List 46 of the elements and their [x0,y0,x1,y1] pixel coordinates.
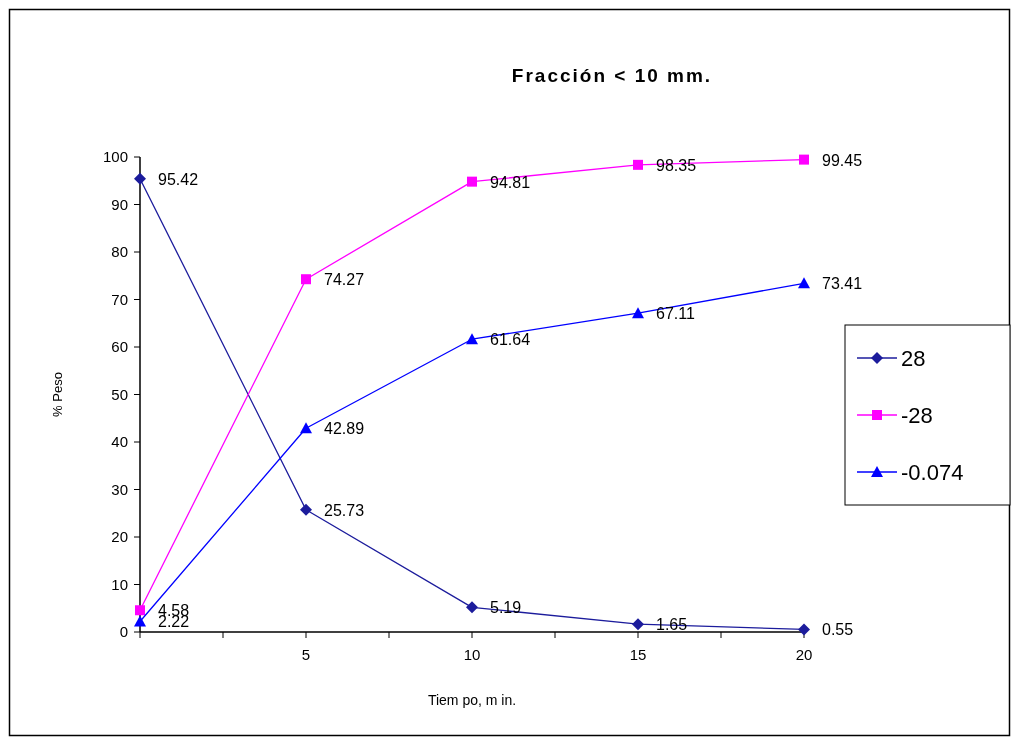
y-tick-label: 30 [111,480,128,498]
y-tick-label: 80 [111,243,128,260]
point [134,615,146,627]
y-tick-label: 40 [111,433,128,450]
point [134,172,146,185]
data-label: 0.55 [822,621,854,639]
point [300,503,312,516]
y-tick-label: 10 [111,575,128,593]
data-label: 61.64 [490,331,531,349]
legend-label: 28 [901,346,926,371]
point [467,176,477,187]
data-label: 25.73 [324,501,365,519]
point [632,307,644,319]
y-tick-label: 0 [119,623,128,640]
y-tick-label: 70 [111,290,128,308]
point [135,605,145,616]
x-axis-title: Tiem po, m in. [427,692,517,708]
x-tick-label: 5 [301,646,311,663]
point [301,274,311,285]
chart-title: Fracción < 10 mm. [511,65,713,86]
x-tick-label: 10 [463,646,481,663]
y-tick-label: 20 [111,528,128,545]
x-tick-label: 15 [629,646,647,663]
y-tick-label: 90 [111,195,128,213]
data-label: 74.27 [324,271,365,289]
data-label: 95.42 [158,170,199,188]
data-label: 67.11 [656,305,695,323]
y-tick-label: 100 [102,148,128,165]
data-label: 99.45 [822,151,863,169]
y-tick-label: 50 [111,385,128,403]
data-label: 42.89 [324,420,365,438]
legend-label: -0.074 [901,460,964,485]
point [798,623,810,636]
point [799,154,809,165]
point [300,422,312,434]
point [798,277,810,289]
point [632,618,644,631]
y-axis-title: % Peso [50,372,65,417]
data-label: 73.41 [822,275,863,293]
data-label: 94.81 [490,173,531,191]
point [466,333,478,345]
legend-label: -28 [901,403,933,428]
x-tick-label: 20 [795,646,813,663]
point [633,159,643,170]
y-tick-label: 60 [111,338,128,355]
point [466,601,478,614]
